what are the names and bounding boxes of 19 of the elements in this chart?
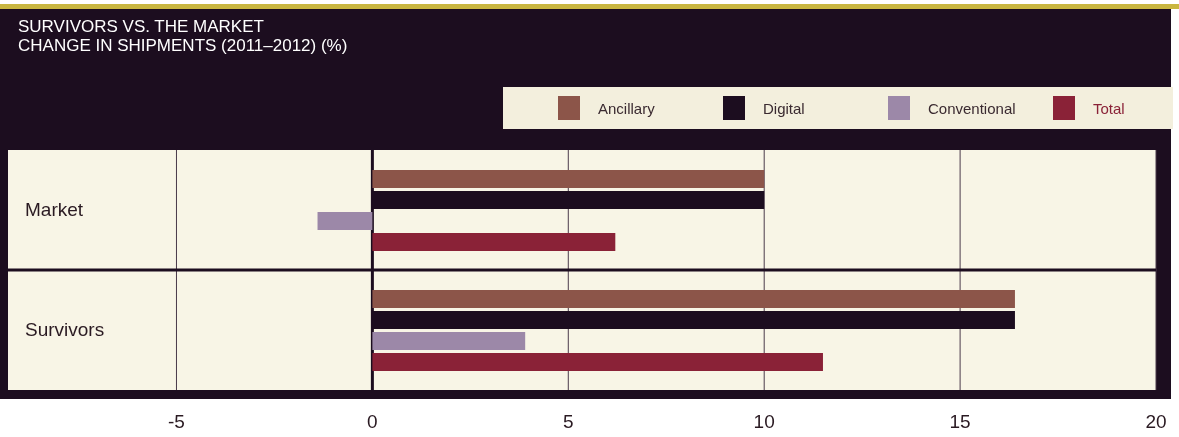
bar bbox=[372, 233, 616, 251]
x-tick-label: 15 bbox=[949, 411, 971, 432]
legend-label: Digital bbox=[763, 100, 805, 117]
x-tick-label: 20 bbox=[1145, 411, 1167, 432]
legend-label: Conventional bbox=[928, 100, 1016, 117]
legend-label: Ancillary bbox=[598, 100, 656, 117]
x-tick-label: 5 bbox=[563, 411, 574, 432]
bar bbox=[372, 332, 526, 350]
x-tick-label: -5 bbox=[168, 411, 185, 432]
y-tick-label: Market bbox=[25, 199, 84, 220]
bar bbox=[372, 170, 765, 188]
chart-title: SURVIVORS VS. THE MARKET CHANGE IN SHIPMENTS (2011–2012) (%) bbox=[18, 17, 348, 55]
bar bbox=[372, 290, 1015, 308]
legend-label: Total bbox=[1093, 100, 1125, 117]
x-tick-label: 10 bbox=[753, 411, 775, 432]
bar bbox=[372, 353, 823, 371]
x-tick-label: 0 bbox=[367, 411, 378, 432]
bar bbox=[317, 212, 373, 230]
y-tick-label: Survivors bbox=[25, 319, 105, 340]
